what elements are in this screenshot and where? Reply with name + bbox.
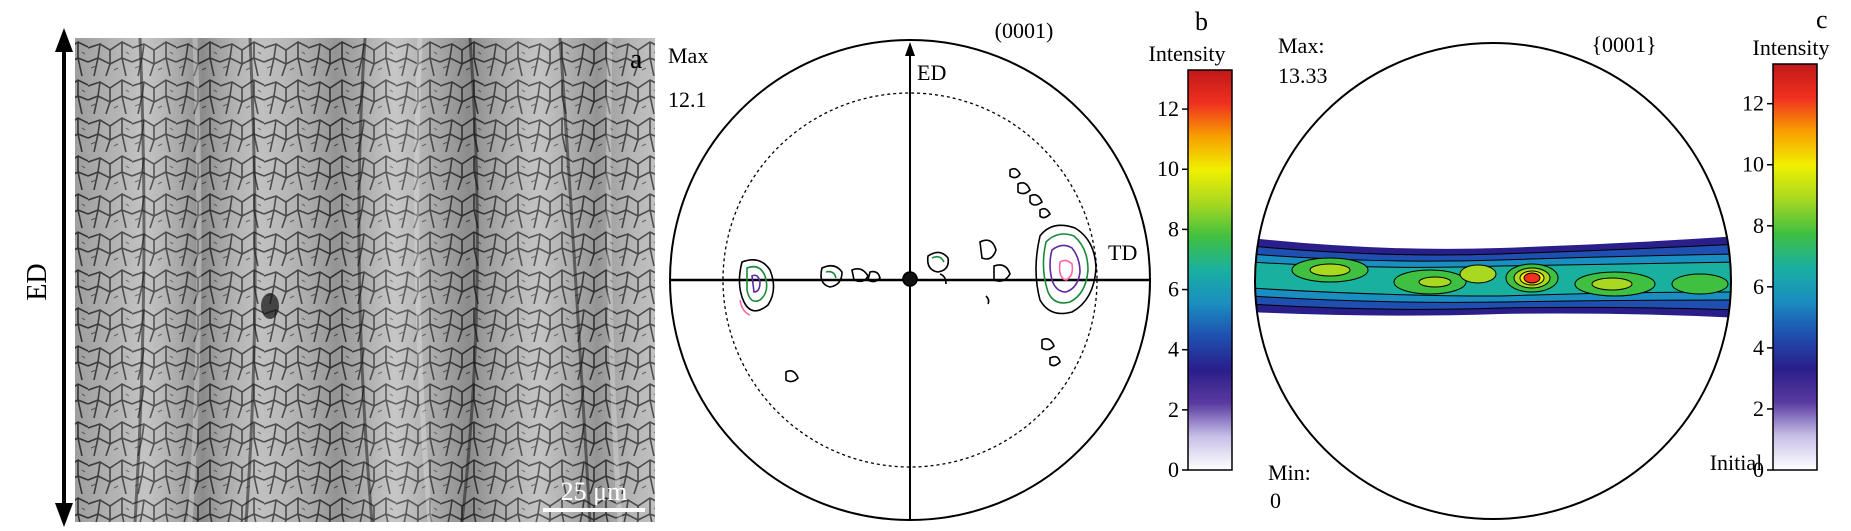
ed-direction-label: ED xyxy=(22,263,53,300)
colorbar-b-tick-label: 4 xyxy=(1168,337,1179,362)
panel-b-title: (0001) xyxy=(995,18,1054,43)
colorbar-c: 0 2 4 6 8 10 12 xyxy=(1742,63,1818,482)
panel-b-max-label: Max xyxy=(668,43,708,68)
panel-c-min-label: Min: xyxy=(1268,460,1311,485)
panel-c-max-label: Max: xyxy=(1278,33,1324,58)
ed-axis-arrow xyxy=(905,42,915,56)
colorbar-b-tick-label: 12 xyxy=(1157,96,1179,121)
panel-b-max-value: 12.1 xyxy=(668,87,707,112)
colorbar-c-tick-label: 2 xyxy=(1753,396,1764,421)
colorbar-b-tick-label: 8 xyxy=(1168,216,1179,241)
colorbar-b-tick-label: 10 xyxy=(1157,156,1179,181)
colorbar-c-tick-label: 8 xyxy=(1753,213,1764,238)
ed-arrow-head-down xyxy=(55,503,73,527)
panel-c-min-value: 0 xyxy=(1270,488,1281,513)
panel-b: Max 12.1 (0001) ED TD xyxy=(668,7,1233,521)
panel-c-letter: c xyxy=(1816,5,1828,34)
colorbar-c-gradient xyxy=(1772,63,1818,471)
pole-figure-c-outer-circle xyxy=(1254,42,1732,520)
panel-b-letter: b xyxy=(1195,7,1208,36)
panel-a: ED a 25 μm xyxy=(22,28,655,527)
pole-figure-b-contours xyxy=(738,167,1097,383)
pole-figure-c-band xyxy=(1255,236,1731,318)
panel-a-letter: a xyxy=(630,44,643,75)
colorbar-b-gradient xyxy=(1187,69,1233,471)
ed-axis-label: ED xyxy=(917,60,946,85)
panel-c-title: {0001} xyxy=(1591,32,1656,57)
intensity-title-b: Intensity xyxy=(1149,41,1226,66)
scale-bar-label: 25 μm xyxy=(561,477,628,506)
colorbar-c-tick-label: 6 xyxy=(1753,274,1764,299)
colorbar-b: 0 2 4 6 8 10 12 xyxy=(1157,69,1233,482)
colorbar-b-tick-label: 0 xyxy=(1168,457,1179,482)
colorbar-c-tick-label: 12 xyxy=(1742,91,1764,116)
colorbar-b-tick-label: 2 xyxy=(1168,397,1179,422)
panel-c-state-label: Initial xyxy=(1710,450,1763,475)
intensity-title-c: Intensity xyxy=(1753,35,1830,60)
td-axis-label: TD xyxy=(1108,240,1137,265)
micrograph-image xyxy=(75,37,655,523)
ed-arrow-head-up xyxy=(55,28,73,52)
panel-c-max-value: 13.33 xyxy=(1278,63,1328,88)
colorbar-c-tick-label: 10 xyxy=(1742,152,1764,177)
colorbar-b-tick-label: 6 xyxy=(1168,277,1179,302)
panel-c: Max: 13.33 {0001} Min: 0 Initial Intensi… xyxy=(1254,5,1830,520)
colorbar-c-tick-label: 0 xyxy=(1753,457,1764,482)
colorbar-c-tick-label: 4 xyxy=(1753,335,1764,360)
